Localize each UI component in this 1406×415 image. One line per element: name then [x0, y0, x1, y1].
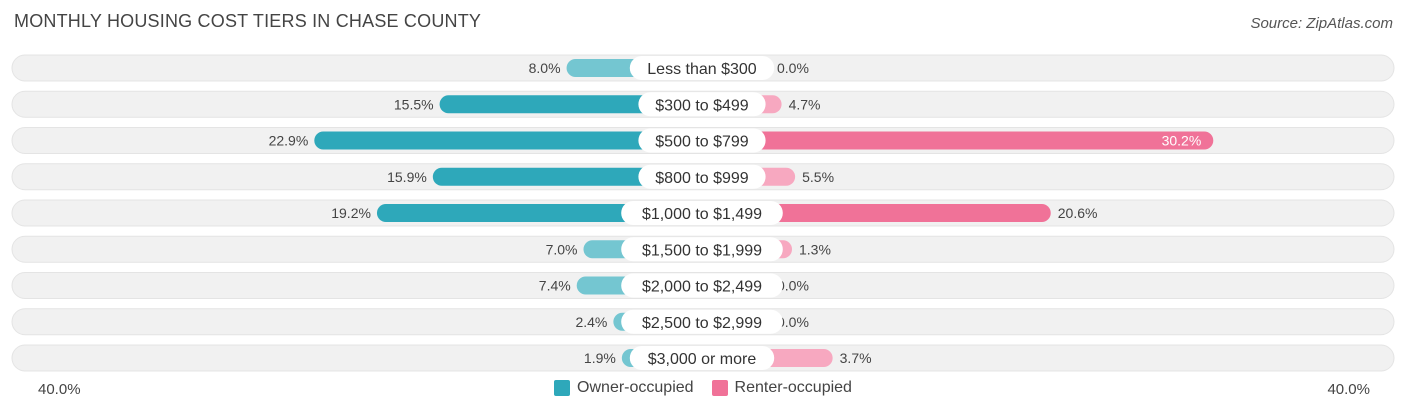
renter-bar	[702, 131, 1214, 150]
legend: Owner-occupied Renter-occupied	[0, 379, 1406, 397]
axis-right-label: 40.0%	[1327, 381, 1370, 398]
owner-bar	[439, 95, 702, 114]
category-pill	[638, 128, 766, 153]
category-pill	[621, 273, 783, 298]
owner-swatch-icon	[554, 380, 571, 396]
renter-value-label: 0.0%	[777, 278, 809, 294]
owner-value-label: 19.2%	[331, 205, 371, 221]
category-label: $3,000 or more	[648, 351, 757, 368]
category-pill	[638, 164, 766, 189]
category-label: $800 to $999	[655, 170, 749, 187]
owner-value-label: 1.9%	[584, 350, 616, 366]
chart-title: MONTHLY HOUSING COST TIERS IN CHASE COUN…	[14, 11, 482, 31]
category-pill	[629, 56, 775, 80]
source-label: Source: ZipAtlas.com	[1250, 15, 1393, 32]
renter-value-label: 4.7%	[789, 96, 821, 112]
category-label: Less than $300	[647, 61, 757, 78]
renter-value-label: 0.0%	[777, 314, 809, 330]
owner-value-label: 7.4%	[539, 278, 571, 294]
renter-value-label: 30.2%	[1162, 133, 1202, 149]
owner-value-label: 22.9%	[269, 133, 309, 149]
renter-value-label: 5.5%	[802, 169, 834, 185]
category-pill	[629, 346, 775, 370]
legend-owner-label: Owner-occupied	[577, 379, 694, 396]
renter-value-label: 1.3%	[799, 241, 831, 257]
category-pill	[621, 309, 783, 334]
axis-left-label: 40.0%	[38, 381, 81, 398]
category-label: $500 to $799	[655, 134, 749, 151]
category-label: $300 to $499	[655, 97, 749, 114]
renter-value-label: 20.6%	[1058, 205, 1098, 221]
owner-value-label: 15.5%	[394, 96, 434, 112]
renter-swatch-icon	[711, 380, 728, 396]
renter-bar	[702, 204, 1051, 222]
owner-bar	[376, 204, 702, 222]
renter-value-label: 0.0%	[777, 60, 809, 76]
owner-bar	[314, 131, 702, 150]
legend-item-owner[interactable]: Owner-occupied	[554, 379, 694, 397]
category-label: $1,000 to $1,499	[642, 206, 762, 223]
owner-bar	[432, 167, 702, 186]
owner-value-label: 2.4%	[575, 314, 607, 330]
category-label: $2,000 to $2,499	[642, 279, 762, 296]
renter-value-label: 3.7%	[840, 350, 872, 366]
owner-value-label: 7.0%	[546, 241, 578, 257]
category-label: $2,500 to $2,999	[642, 315, 762, 332]
legend-renter-label: Renter-occupied	[734, 379, 852, 396]
category-pill	[621, 201, 783, 225]
category-pill	[638, 92, 766, 117]
owner-value-label: 8.0%	[529, 60, 561, 76]
category-label: $1,500 to $1,999	[642, 242, 762, 259]
legend-item-renter[interactable]: Renter-occupied	[711, 379, 852, 397]
category-pill	[621, 237, 783, 262]
owner-value-label: 15.9%	[387, 169, 427, 185]
